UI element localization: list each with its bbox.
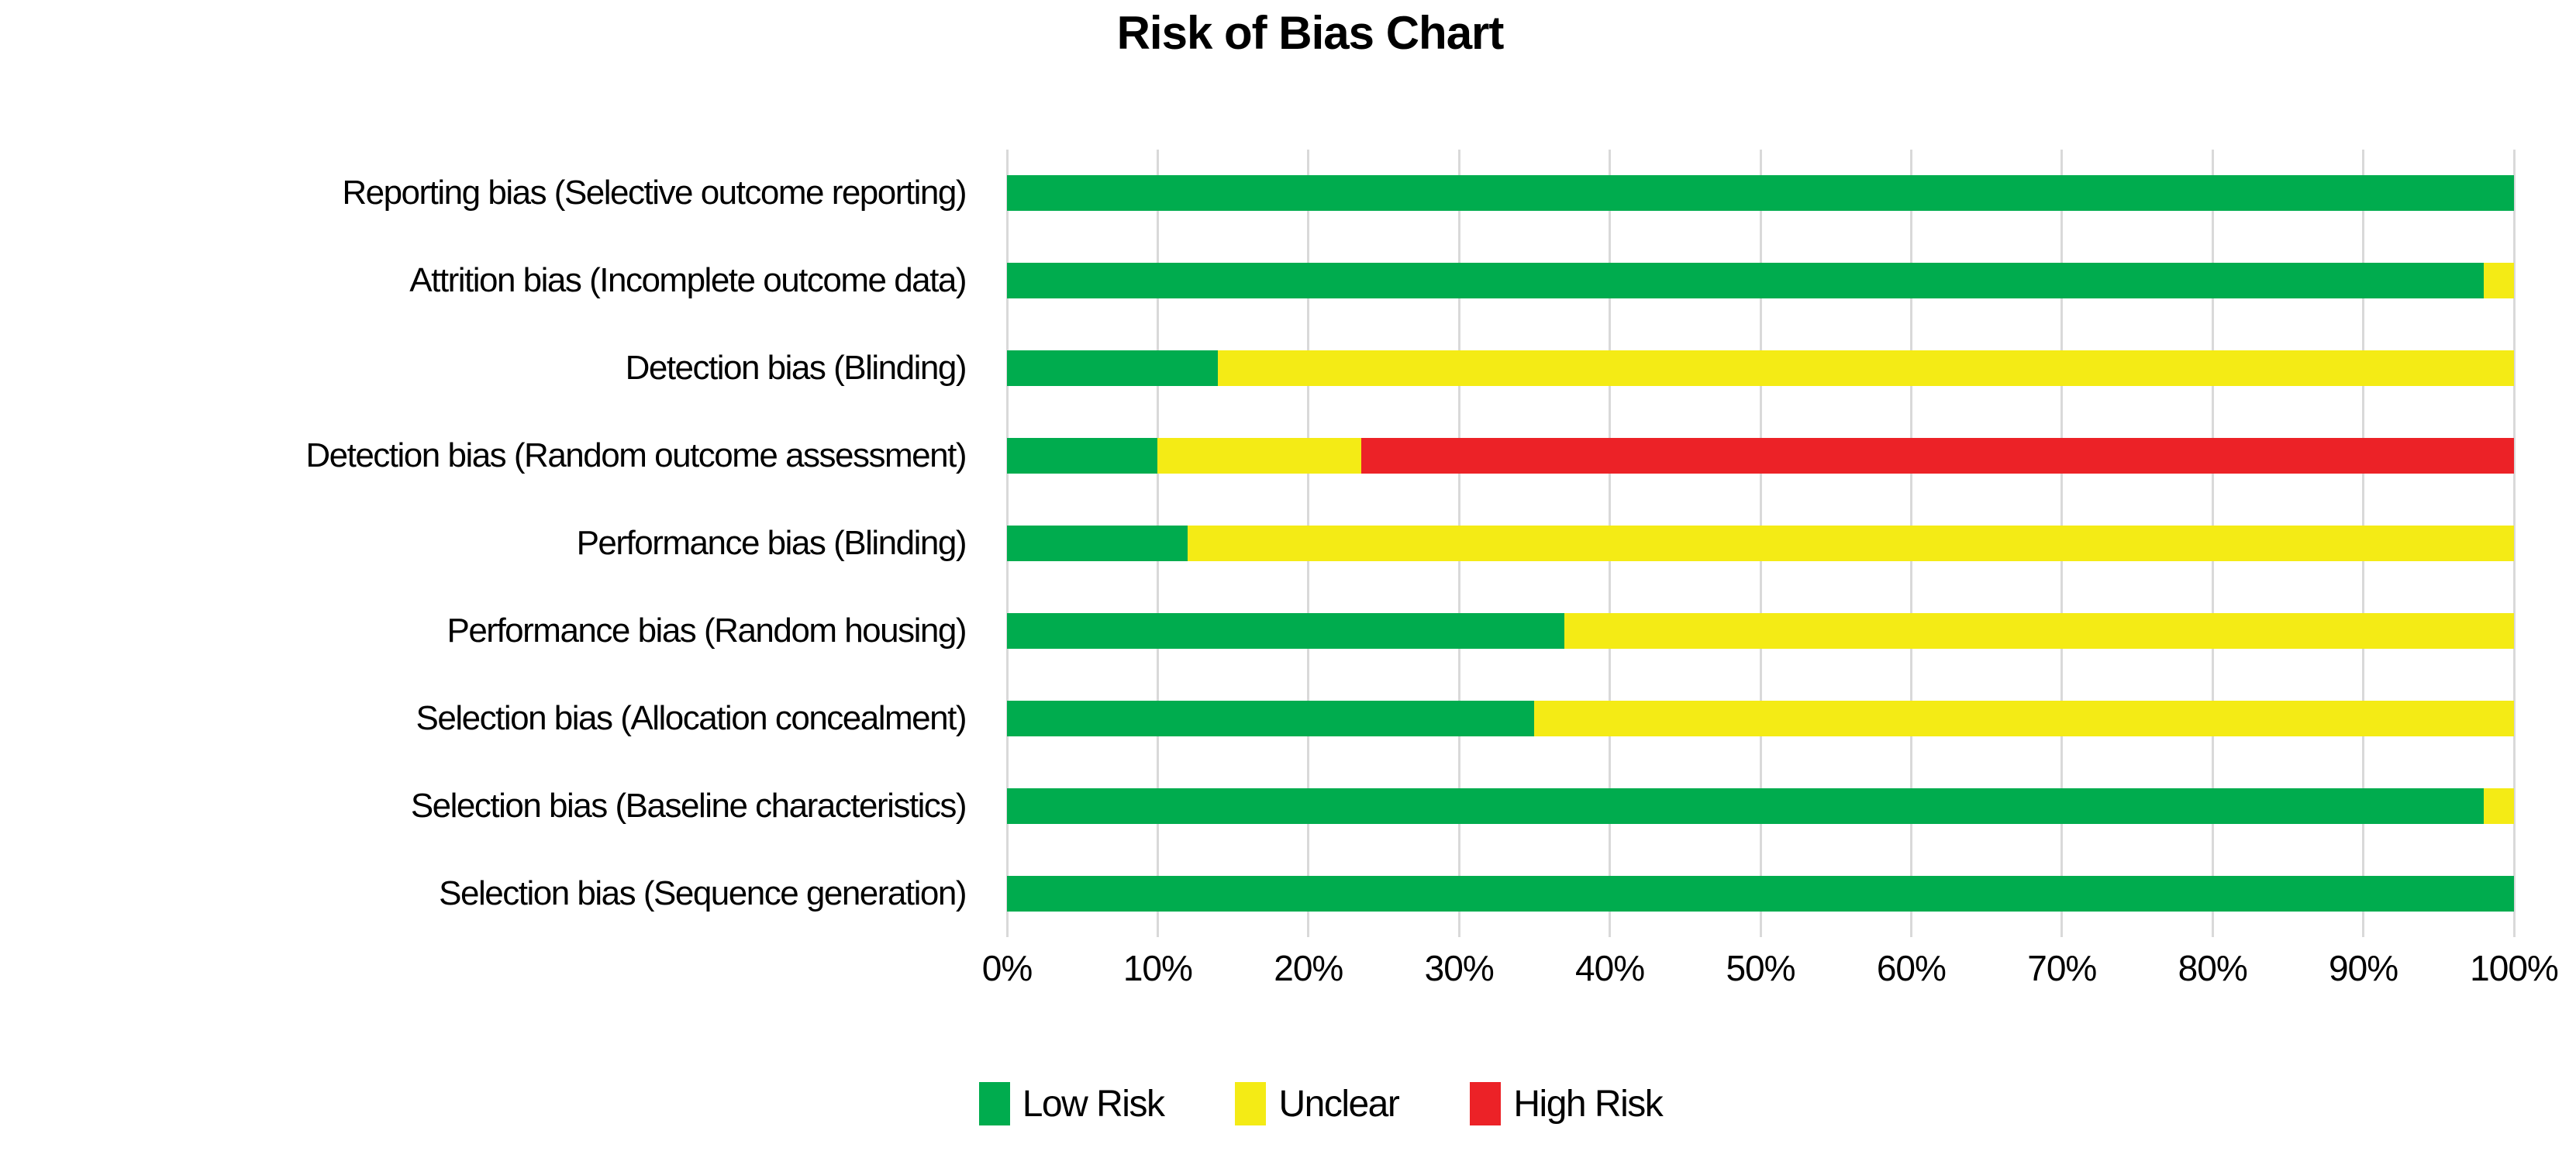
legend-label: Unclear (1278, 1083, 1399, 1125)
category-label: Attrition bias (Incomplete outcome data) (409, 261, 967, 300)
bar-row (1007, 237, 2514, 325)
bar-segment-unclear (1188, 526, 2514, 561)
bar-stack (1007, 263, 2514, 299)
legend-label: High Risk (1513, 1083, 1663, 1125)
bar-segment-low_risk (1007, 875, 2514, 912)
category-label: Selection bias (Baseline characteristics… (410, 786, 967, 825)
x-tick-label: 40% (1575, 948, 1645, 988)
bar-segment-unclear (1218, 350, 2514, 387)
bar-rows (1007, 150, 2514, 937)
legend-swatch-low_risk (978, 1082, 1010, 1125)
bar-segment-low_risk (1007, 350, 1219, 387)
bar-segment-low_risk (1007, 438, 1158, 474)
bar-segment-low_risk (1007, 526, 1188, 561)
x-tick-label: 20% (1274, 948, 1343, 988)
x-tick-label: 80% (2178, 948, 2248, 988)
x-tick-label: 10% (1122, 948, 1193, 988)
bar-row (1007, 412, 2514, 500)
chart-area: Reporting bias (Selective outcome report… (0, 150, 2576, 937)
x-tick-label: 50% (1726, 948, 1795, 988)
x-tick-label: 0% (981, 948, 1033, 988)
x-axis-tick-labels: 0% 10% 20% 30% 40% 50% 60% 70% 80% 90% 100% (982, 947, 2559, 994)
bar-segment-low_risk (1007, 612, 1565, 649)
gridline (2512, 150, 2516, 937)
bar-stack (1007, 526, 2514, 561)
x-tick-label: 30% (1424, 948, 1495, 988)
bar-segment-high_risk (1360, 438, 2514, 474)
bar-stack (1007, 350, 2514, 387)
legend-entry-unclear: Unclear (1235, 1082, 1400, 1125)
chart-title: Risk of Bias Chart (1116, 7, 1505, 59)
bar-segment-unclear (1157, 438, 1361, 474)
bar-segment-unclear (1564, 612, 2514, 649)
category-axis-labels: Reporting bias (Selective outcome report… (0, 150, 986, 937)
legend-entry-low_risk: Low Risk (978, 1082, 1165, 1125)
category-label: Selection bias (Allocation concealment) (416, 698, 967, 737)
bar-row (1007, 850, 2514, 937)
legend: Low Risk Unclear High Risk (33, 1082, 2576, 1125)
bar-stack (1007, 700, 2514, 736)
bar-row (1007, 762, 2514, 850)
legend-swatch-high_risk (1470, 1082, 1502, 1125)
bar-row (1007, 500, 2514, 588)
bar-stack (1007, 438, 2514, 474)
x-tick-label: 70% (2027, 948, 2097, 988)
x-tick-label: 60% (1876, 948, 1947, 988)
bar-stack (1007, 788, 2514, 824)
category-label: Detection bias (Random outcome assessmen… (305, 436, 967, 475)
bar-segment-low_risk (1007, 263, 2485, 299)
category-label: Performance bias (Random housing) (447, 611, 967, 650)
bar-row (1007, 674, 2514, 762)
bar-segment-low_risk (1007, 700, 1535, 736)
bar-row (1007, 150, 2514, 237)
bar-segment-unclear (1534, 700, 2514, 736)
x-tick-label: 100% (2470, 948, 2559, 988)
bar-row (1007, 325, 2514, 412)
category-label: Performance bias (Blinding) (576, 524, 967, 562)
bar-row (1007, 587, 2514, 674)
category-label: Reporting bias (Selective outcome report… (342, 174, 967, 212)
bar-segment-low_risk (1007, 175, 2514, 212)
plot-area (1005, 150, 2516, 937)
x-tick-label: 90% (2329, 948, 2398, 988)
category-label: Selection bias (Sequence generation) (439, 874, 967, 912)
bar-segment-unclear (2484, 263, 2514, 299)
bar-stack (1007, 875, 2514, 912)
legend-swatch-unclear (1235, 1082, 1267, 1125)
bar-stack (1007, 612, 2514, 649)
legend-entry-high_risk: High Risk (1470, 1082, 1664, 1125)
bar-segment-low_risk (1007, 788, 2485, 824)
legend-label: Low Risk (1022, 1083, 1165, 1125)
category-label: Detection bias (Blinding) (625, 349, 967, 388)
bar-segment-unclear (2484, 788, 2514, 824)
bar-stack (1007, 175, 2514, 212)
